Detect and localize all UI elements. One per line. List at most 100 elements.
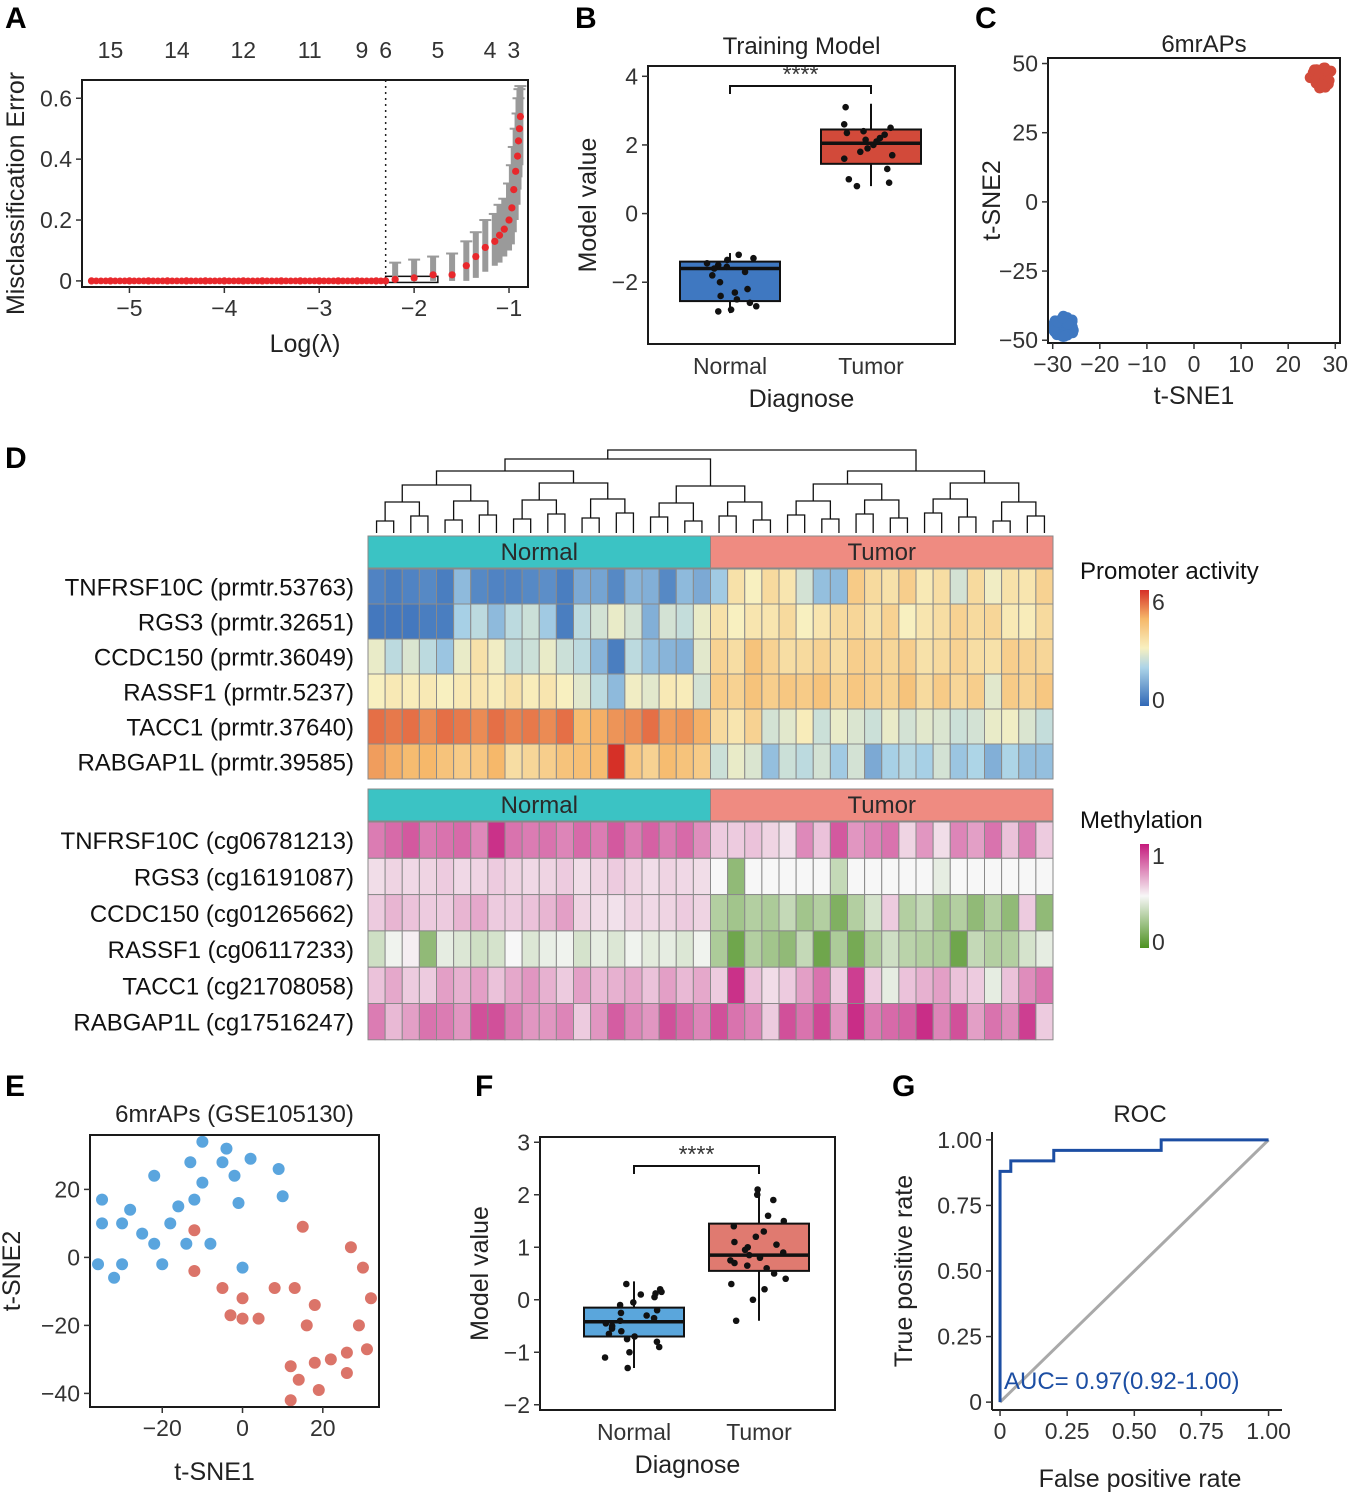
heatmap-cell (847, 821, 866, 859)
heatmap-cell (607, 894, 626, 932)
data-point (857, 148, 864, 156)
y-tick-label: 25 (1012, 120, 1038, 146)
data-point (116, 1258, 129, 1271)
dendrogram-branch (726, 501, 763, 520)
heatmap-cell (847, 673, 866, 710)
heatmap-cell (915, 930, 934, 968)
heatmap-cell (555, 638, 574, 675)
heatmap-cell (453, 894, 472, 932)
roc-curve (998, 1138, 1269, 1403)
data-point (500, 225, 508, 233)
dendrogram-branch (958, 516, 977, 533)
data-point (172, 1200, 185, 1213)
heatmap-cell (538, 673, 557, 710)
heatmap-cell (538, 857, 557, 896)
heatmap-cell (847, 708, 866, 745)
heatmap-cell (761, 708, 780, 745)
heatmap-cell (795, 966, 814, 1005)
heatmap-cell (864, 821, 883, 859)
data-point (840, 121, 848, 128)
heatmap-cell (761, 743, 780, 780)
data-point (842, 103, 849, 111)
heatmap-cell (778, 568, 797, 605)
heatmap-cell (418, 743, 437, 780)
heatmap-cell (829, 673, 848, 710)
heatmap-cell (538, 894, 557, 932)
data-point (637, 1291, 645, 1298)
heatmap-cell (847, 603, 866, 640)
heatmap-cell (881, 568, 900, 605)
row-label: RABGAP1L (prmtr.39585) (77, 750, 354, 777)
heatmap-cell (966, 894, 985, 932)
heatmap-cell (573, 603, 592, 640)
heatmap-cell (966, 708, 985, 745)
heatmap-cell (607, 568, 626, 605)
heatmap-cell (949, 673, 968, 710)
panel-label: D (5, 442, 27, 475)
heatmap-cell (470, 603, 489, 640)
data-point (116, 1217, 129, 1230)
heatmap-cell (658, 894, 677, 932)
data-point (156, 1258, 169, 1271)
heatmap-cell (710, 603, 729, 640)
dendrogram-branch (889, 517, 909, 533)
heatmap-cell (590, 857, 609, 896)
data-point (727, 306, 735, 313)
heatmap-cell (453, 930, 472, 968)
data-point (887, 124, 894, 132)
data-point (276, 1190, 289, 1203)
heatmap-cell (932, 857, 951, 896)
x-axis-label: False positive rate (1039, 1465, 1242, 1493)
heatmap-cell (641, 743, 660, 780)
heatmap-cell (521, 568, 540, 605)
heatmap-cell (949, 966, 968, 1005)
top-tick-label: 3 (507, 37, 520, 63)
data-point (429, 271, 437, 279)
heatmap-cell (607, 708, 626, 745)
heatmap-cell (966, 1003, 985, 1041)
heatmap-cell (1035, 857, 1054, 896)
heatmap-cell (555, 966, 574, 1005)
heatmap-cell (624, 1003, 643, 1041)
heatmap-cell (984, 673, 1003, 710)
y-tick-label: 2 (517, 1182, 530, 1208)
heatmap-cell (744, 1003, 763, 1041)
x-tick-label: −5 (116, 295, 142, 321)
dendrogram-branch (675, 485, 746, 503)
heatmap-cell (795, 857, 814, 896)
panel-label: E (5, 1070, 25, 1103)
heatmap-cell (384, 638, 403, 675)
heatmap-cell (436, 930, 455, 968)
heatmap-cell (521, 673, 540, 710)
heatmap-cell (367, 857, 386, 896)
heatmap-cell (590, 821, 609, 859)
heatmap-cell (487, 638, 506, 675)
dendrogram-branch (649, 516, 669, 533)
heatmap-cell (607, 821, 626, 859)
dendrogram-branch (607, 449, 917, 471)
data-point (184, 1156, 197, 1169)
heatmap-cell (898, 857, 917, 896)
heatmap-cell (898, 743, 917, 780)
y-axis-label: Misclassification Error (2, 72, 30, 315)
group-bar-tumor (710, 788, 1054, 822)
heatmap-cell (487, 894, 506, 932)
heatmap-cell (984, 1003, 1003, 1041)
data-point (136, 1227, 149, 1240)
y-axis-label: t-SNE2 (978, 160, 1006, 241)
heatmap-cell (881, 1003, 900, 1041)
heatmap-cell (521, 930, 540, 968)
data-point (148, 1237, 161, 1250)
heatmap-cell (1035, 743, 1054, 780)
data-point (753, 1191, 761, 1199)
heatmap-cell (573, 708, 592, 745)
heatmap-cell (436, 673, 455, 710)
heatmap-cell (1018, 638, 1037, 675)
data-point (211, 277, 219, 285)
heatmap-cell (847, 1003, 866, 1041)
data-point (220, 277, 228, 285)
heatmap-cell (538, 638, 557, 675)
heatmap-cell (727, 568, 746, 605)
heatmap-cell (675, 708, 694, 745)
heatmap-cell (624, 966, 643, 1005)
